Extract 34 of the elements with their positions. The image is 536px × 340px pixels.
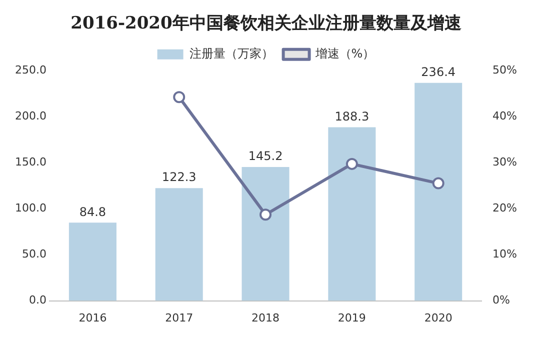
data-label: 188.3 (334, 109, 370, 124)
y-tick-label: 0.0 (28, 294, 46, 307)
point (173, 91, 186, 104)
bar (68, 222, 116, 301)
bar (414, 82, 462, 301)
data-label: 236.4 (421, 65, 456, 80)
y2-tick-label: 30% (492, 155, 518, 168)
y2-tick-label: 0% (492, 294, 510, 307)
point (432, 177, 444, 190)
x-tick-label: 2017 (165, 311, 194, 324)
bar (328, 127, 376, 301)
y2-tick-label: 50% (492, 63, 518, 76)
chart-title: 2016-2020年中国餐饮相关企业注册量数量及增速 (70, 14, 462, 34)
y-tick-label: 50.0 (22, 248, 46, 261)
y-tick-label: 150.0 (14, 155, 46, 168)
y-tick-label: 100.0 (14, 202, 46, 214)
y2-tick-label: 40% (492, 109, 518, 122)
x-tick-label: 2019 (338, 311, 366, 324)
data-label: 122.3 (162, 170, 196, 184)
y-tick-label: 200.0 (14, 109, 46, 122)
bar (155, 188, 203, 301)
point (260, 208, 272, 221)
data-label: 145.2 (248, 149, 283, 164)
data-label: 84.8 (79, 204, 106, 219)
bar (242, 166, 290, 301)
y2-tick-label: 20% (492, 202, 518, 214)
y2-tick-label: 10% (492, 248, 518, 261)
x-tick-label: 2020 (424, 311, 452, 324)
legend-label: 增速（%） (314, 46, 375, 61)
y-tick-label: 250.0 (14, 63, 46, 76)
point (346, 158, 358, 170)
x-tick-label: 2018 (252, 311, 280, 324)
legend-label: 注册量（万家） (189, 46, 274, 61)
x-tick-label: 2016 (78, 311, 107, 324)
